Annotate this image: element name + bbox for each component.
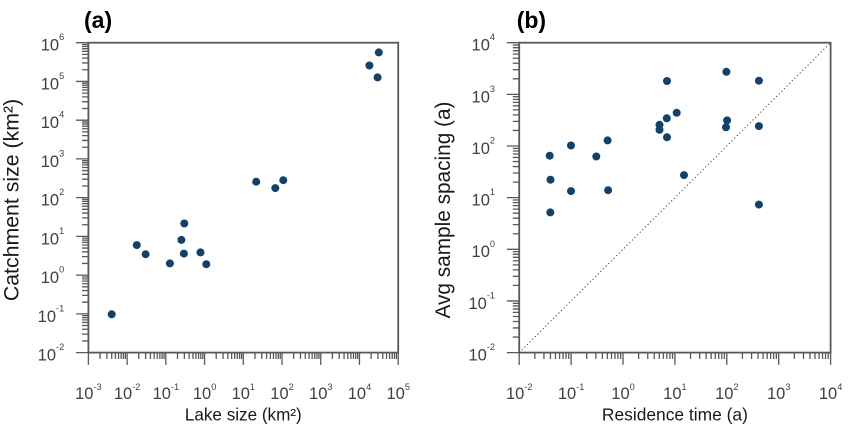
svg-text:4: 4: [59, 110, 64, 120]
svg-text:2: 2: [733, 382, 738, 392]
svg-text:10: 10: [611, 385, 629, 403]
svg-text:-1: -1: [171, 382, 179, 392]
svg-text:10: 10: [663, 385, 681, 403]
svg-text:5: 5: [405, 382, 410, 392]
svg-text:10: 10: [232, 385, 250, 403]
svg-text:-2: -2: [56, 342, 64, 352]
svg-text:4: 4: [837, 382, 842, 392]
svg-text:10: 10: [75, 385, 93, 403]
svg-text:10: 10: [472, 37, 490, 55]
svg-text:-2: -2: [132, 382, 140, 392]
svg-text:10: 10: [41, 75, 59, 93]
svg-text:1: 1: [490, 187, 495, 197]
svg-text:0: 0: [59, 265, 64, 275]
svg-text:1: 1: [59, 226, 64, 236]
svg-text:2: 2: [289, 382, 294, 392]
svg-text:10: 10: [153, 385, 171, 403]
svg-text:10: 10: [114, 385, 132, 403]
svg-text:10: 10: [386, 385, 404, 403]
svg-text:-3: -3: [93, 382, 101, 392]
svg-text:10: 10: [41, 269, 59, 287]
svg-text:1: 1: [250, 382, 255, 392]
svg-text:5: 5: [59, 71, 64, 81]
svg-text:-1: -1: [56, 303, 64, 313]
svg-text:3: 3: [785, 382, 790, 392]
svg-text:10: 10: [558, 385, 576, 403]
svg-text:2: 2: [59, 187, 64, 197]
svg-text:-2: -2: [524, 382, 532, 392]
svg-text:4: 4: [490, 32, 495, 42]
svg-text:(a): (a): [84, 7, 112, 33]
svg-text:Residence time (a): Residence time (a): [602, 405, 748, 425]
svg-text:10: 10: [41, 230, 59, 248]
svg-text:10: 10: [468, 295, 486, 313]
svg-text:3: 3: [59, 148, 64, 158]
svg-text:10: 10: [472, 88, 490, 106]
svg-text:10: 10: [472, 192, 490, 210]
svg-text:10: 10: [715, 385, 733, 403]
svg-text:(b): (b): [517, 7, 546, 33]
svg-text:10: 10: [472, 243, 490, 261]
svg-text:-2: -2: [487, 342, 495, 352]
svg-text:0: 0: [490, 239, 495, 249]
svg-text:10: 10: [819, 385, 837, 403]
svg-text:Lake size (km²): Lake size (km²): [185, 406, 302, 425]
svg-text:10: 10: [468, 347, 486, 365]
svg-text:3: 3: [327, 382, 332, 392]
svg-text:10: 10: [309, 385, 327, 403]
svg-text:10: 10: [193, 385, 211, 403]
svg-text:3: 3: [490, 84, 495, 94]
svg-text:0: 0: [630, 382, 635, 392]
svg-text:2: 2: [490, 136, 495, 146]
svg-text:10: 10: [472, 140, 490, 158]
svg-text:-1: -1: [576, 382, 584, 392]
svg-text:-1: -1: [487, 290, 495, 300]
svg-text:10: 10: [348, 385, 366, 403]
svg-text:10: 10: [38, 308, 56, 326]
svg-text:10: 10: [38, 347, 56, 365]
svg-text:10: 10: [270, 385, 288, 403]
svg-text:10: 10: [41, 37, 59, 55]
svg-text:6: 6: [59, 32, 64, 42]
svg-text:10: 10: [506, 385, 524, 403]
svg-text:10: 10: [41, 153, 59, 171]
svg-text:10: 10: [41, 114, 59, 132]
svg-text:Avg sample spacing (a): Avg sample spacing (a): [432, 102, 455, 319]
svg-text:10: 10: [41, 192, 59, 210]
svg-text:4: 4: [366, 382, 371, 392]
svg-text:10: 10: [767, 385, 785, 403]
svg-text:0: 0: [211, 382, 216, 392]
svg-text:Catchment size (km²): Catchment size (km²): [0, 99, 23, 301]
svg-text:1: 1: [682, 382, 687, 392]
